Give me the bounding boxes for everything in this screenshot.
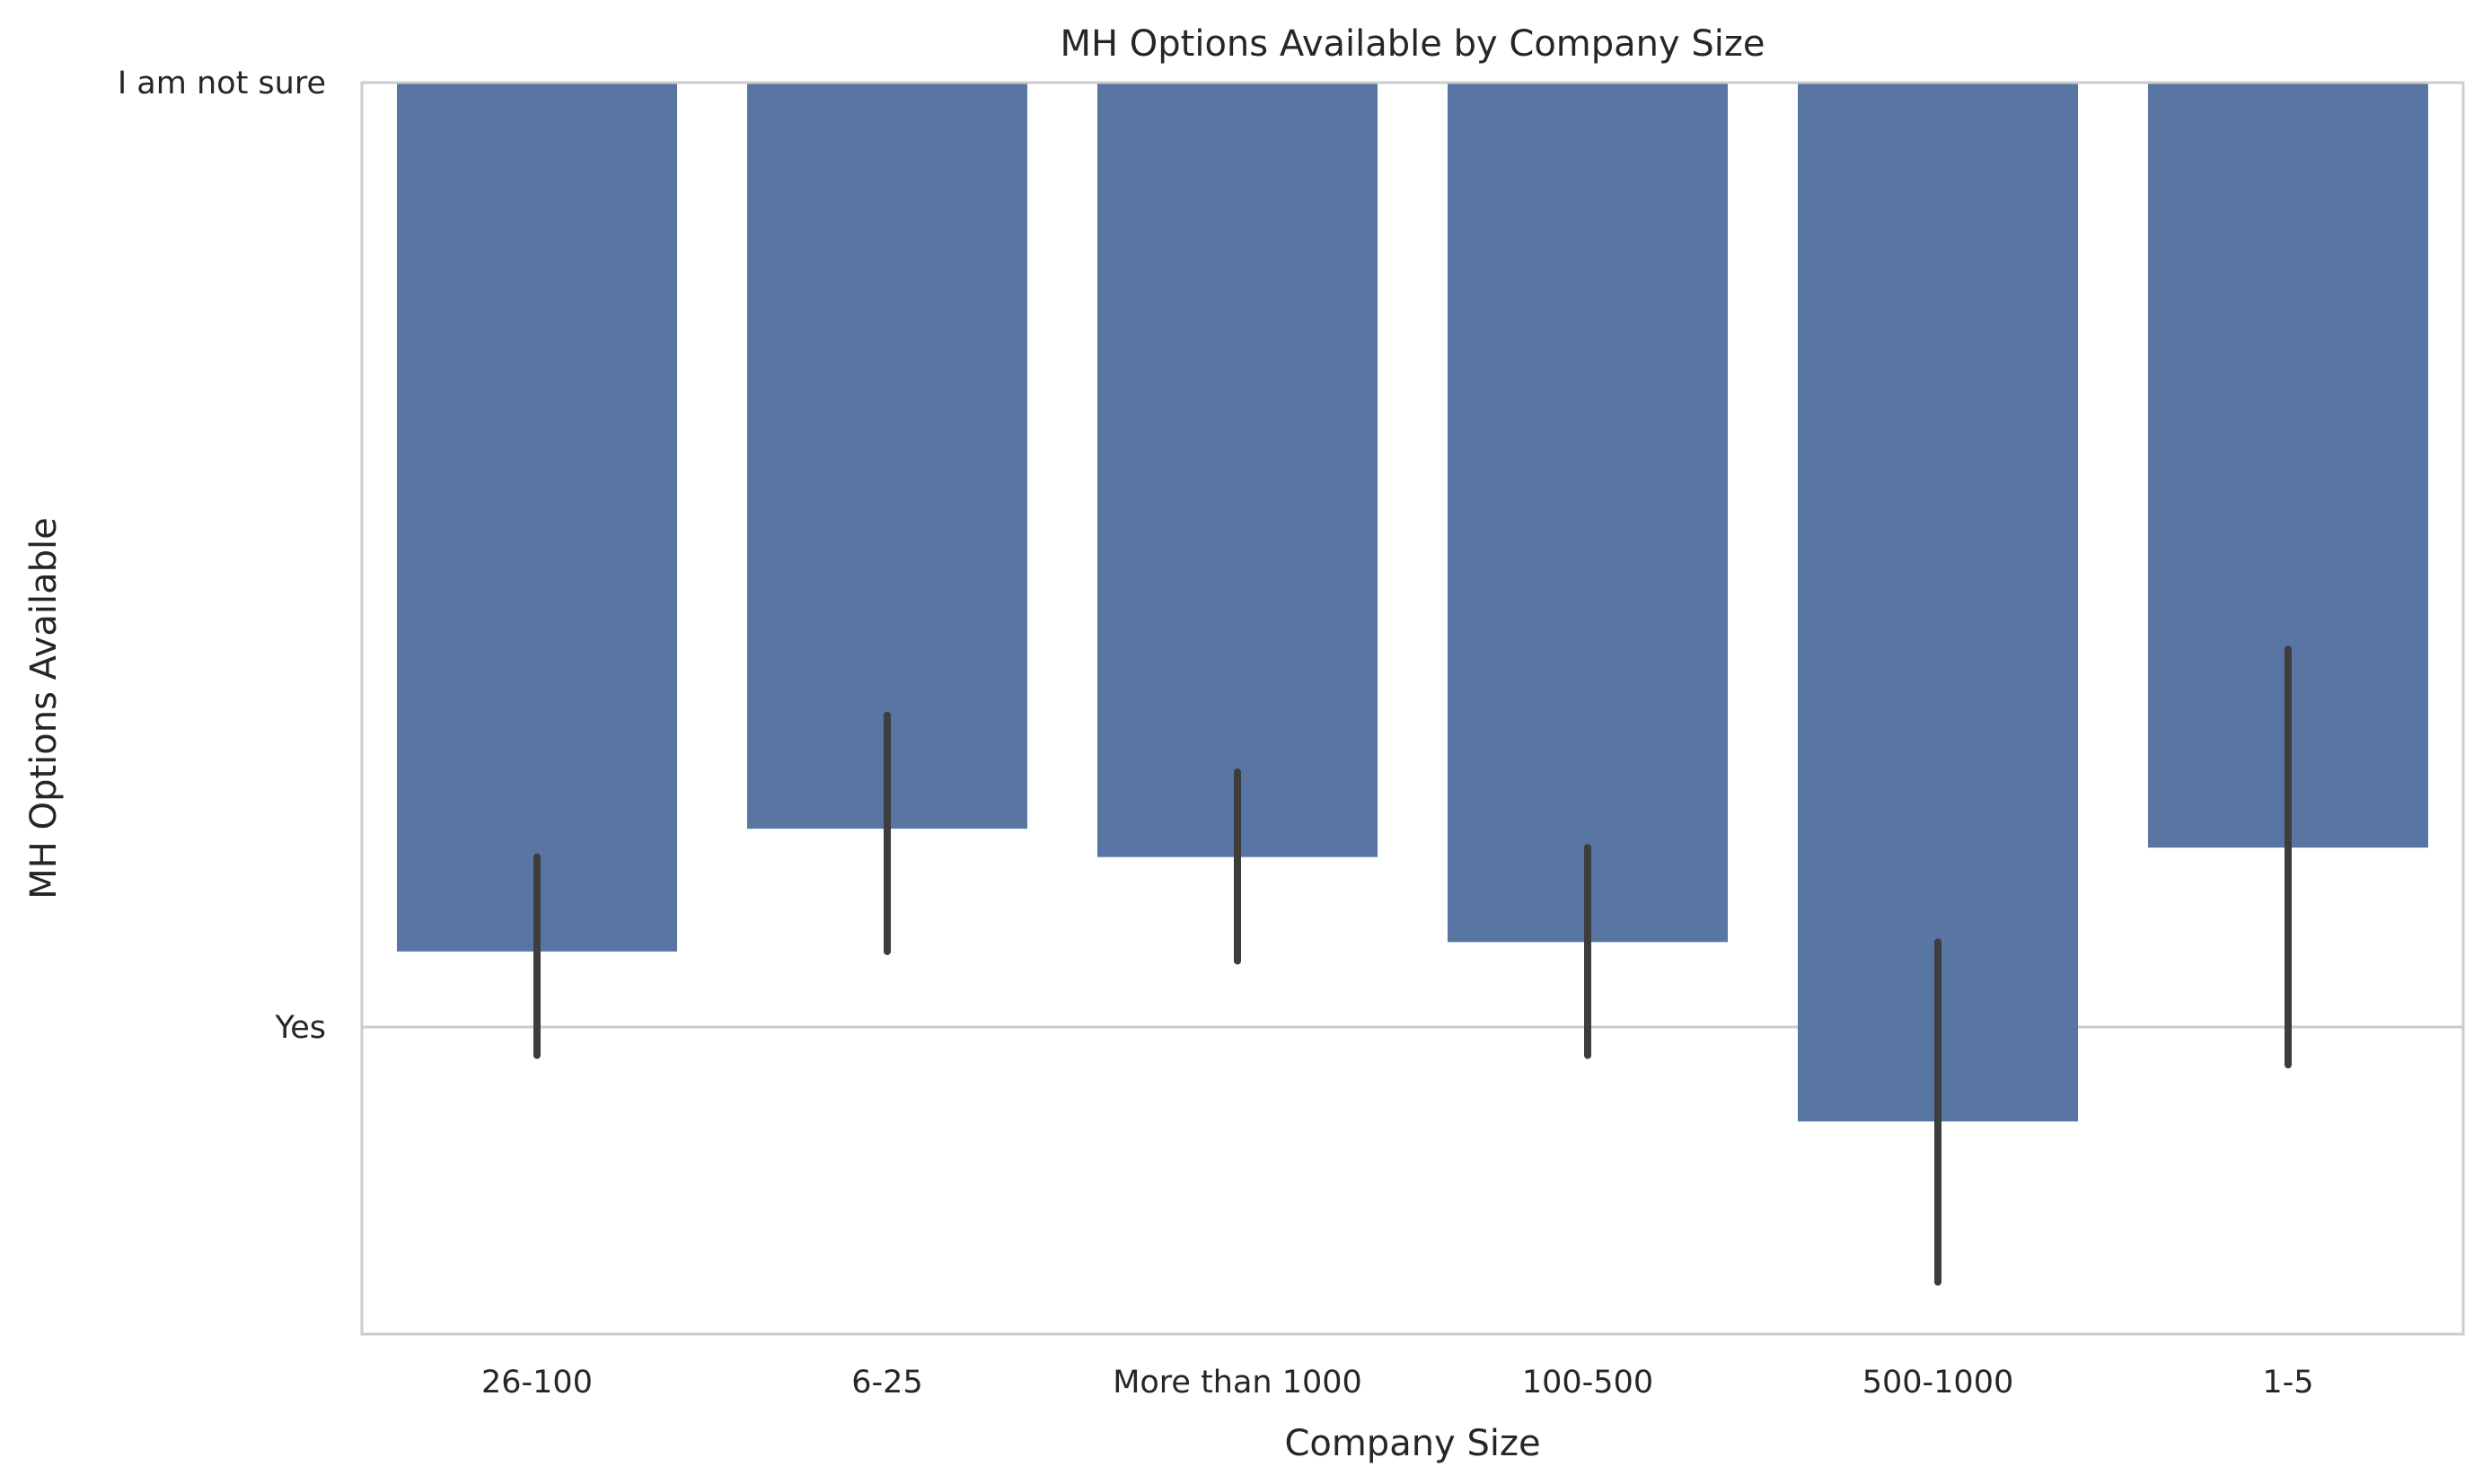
- error-bars: [533, 645, 2292, 1286]
- y-tick-label: I am not sure: [118, 66, 326, 101]
- y-tick-label: Yes: [275, 1010, 327, 1046]
- x-tick-label: 6-25: [851, 1365, 922, 1401]
- bar: [747, 83, 1027, 830]
- chart-title: MH Options Available by Company Size: [1060, 23, 1765, 65]
- x-axis-label: Company Size: [1284, 1423, 1540, 1464]
- x-tick-labels: 26-100 6-25 More than 1000 100-500 500-1000 1…: [481, 1365, 2314, 1401]
- x-tick-label: 26-100: [481, 1365, 593, 1401]
- x-tick-label: 1-5: [2262, 1365, 2313, 1401]
- x-tick-label: 100-500: [1522, 1365, 1653, 1401]
- x-tick-label: More than 1000: [1113, 1365, 1362, 1401]
- x-tick-label: 500-1000: [1862, 1365, 2014, 1401]
- plot-frame: [360, 81, 2465, 1336]
- y-tick-labels: I am not sure Yes: [118, 66, 326, 1046]
- bar: [1097, 83, 1378, 857]
- bar: [1448, 83, 1728, 943]
- y-axis-label: MH Options Available: [23, 517, 65, 899]
- bar: [397, 83, 677, 952]
